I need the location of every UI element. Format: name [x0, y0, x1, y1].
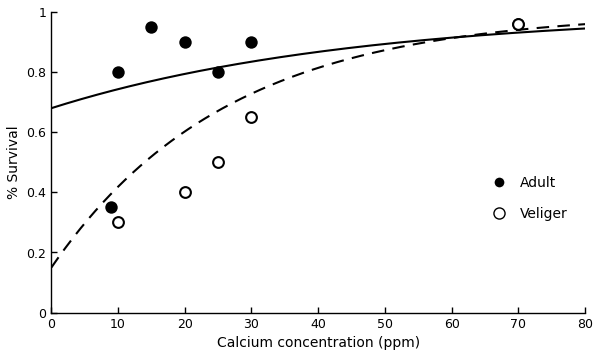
Point [514, 21, 523, 27]
Y-axis label: % Survival: % Survival [7, 125, 21, 199]
Point [214, 69, 223, 75]
Point [146, 24, 156, 30]
Point [113, 69, 123, 75]
Point [113, 220, 123, 225]
X-axis label: Calcium concentration (ppm): Calcium concentration (ppm) [217, 336, 420, 350]
Point [247, 39, 256, 45]
Point [180, 190, 190, 195]
Point [180, 39, 190, 45]
Legend: Adult, Veliger: Adult, Veliger [479, 171, 573, 226]
Point [247, 114, 256, 120]
Point [107, 205, 116, 210]
Point [514, 21, 523, 27]
Point [214, 160, 223, 165]
